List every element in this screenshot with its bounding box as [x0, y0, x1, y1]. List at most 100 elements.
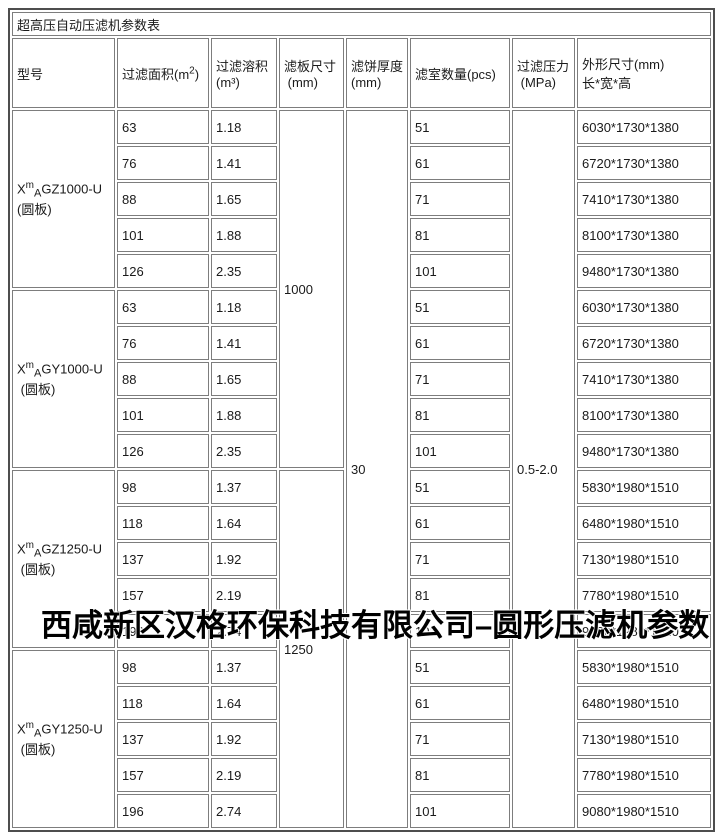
- cell-area: 196: [117, 614, 209, 648]
- table-row: 88 1.65 71 7410*1730*1380: [12, 182, 711, 216]
- model-note: (圆板): [17, 742, 56, 758]
- col-header-dimensions: 外形尺寸(mm) 长*宽*高: [577, 38, 711, 108]
- cell-dimensions: 8100*1730*1380: [577, 218, 711, 252]
- cell-chambers: 101: [410, 794, 510, 828]
- table-row: 137 1.92 71 7130*1980*1510: [12, 542, 711, 576]
- table-row: 126 2.35 101 9480*1730*1380: [12, 254, 711, 288]
- cell-area: 157: [117, 578, 209, 612]
- model-note: (圆板): [17, 202, 52, 218]
- cell-dimensions: 6480*1980*1510: [577, 506, 711, 540]
- cell-area: 88: [117, 182, 209, 216]
- cell-area: 98: [117, 470, 209, 504]
- table-row: 126 2.35 101 9480*1730*1380: [12, 434, 711, 468]
- cell-area: 118: [117, 686, 209, 720]
- model-name: XmAGZ1250-U: [17, 539, 103, 560]
- table-row: 196 2.74 101 9080*1980*1510: [12, 614, 711, 648]
- cell-volume: 1.88: [211, 398, 277, 432]
- cell-dimensions: 9480*1730*1380: [577, 434, 711, 468]
- spec-table: 超高压自动压滤机参数表 型号 过滤面积(m2) 过滤溶积 (m³) 滤板尺寸 (m…: [8, 8, 715, 832]
- table-row: XmAGY1000-U (圆板) 63 1.18 51 6030*1730*13…: [12, 290, 711, 468]
- cell-dimensions: 6480*1980*1510: [577, 686, 711, 720]
- cell-chambers: 71: [410, 722, 510, 756]
- model-cell: XmAGY1000-U (圆板): [12, 290, 115, 468]
- col-header-pressure: 过滤压力 (MPa): [512, 38, 575, 108]
- cell-area: 118: [117, 506, 209, 540]
- cell-volume: 1.92: [211, 722, 277, 756]
- cell-area: 126: [117, 254, 209, 288]
- cell-volume: 2.35: [211, 434, 277, 468]
- model-name: XmAGZ1000-U: [17, 179, 103, 200]
- cell-dimensions: 6030*1730*1380: [577, 290, 711, 324]
- cell-volume: 1.37: [211, 470, 277, 504]
- cell-volume: 1.92: [211, 542, 277, 576]
- cell-dimensions: 9480*1730*1380: [577, 254, 711, 288]
- cell-volume: 1.18: [211, 290, 277, 324]
- table-row: 157 2.19 81 7780*1980*1510: [12, 578, 711, 612]
- cell-chambers: 101: [410, 254, 510, 288]
- cell-dimensions: 7130*1980*1510: [577, 722, 711, 756]
- cell-chambers: 51: [410, 650, 510, 684]
- cell-volume: 2.74: [211, 614, 277, 648]
- cell-volume: 2.35: [211, 254, 277, 288]
- table-row: XmAGZ1000-U (圆板) 63 1.18 1000 30 51 0.5-…: [12, 110, 711, 828]
- cell-dimensions: 6030*1730*1380: [577, 110, 711, 144]
- cell-area: 63: [117, 290, 209, 324]
- model-cell: XmAGY1250-U (圆板): [12, 650, 115, 828]
- col-header-model: 型号: [12, 38, 115, 108]
- cell-chambers: 61: [410, 146, 510, 180]
- table-title: 超高压自动压滤机参数表: [12, 12, 711, 36]
- cell-chambers: 81: [410, 218, 510, 252]
- table-row: 76 1.41 61 6720*1730*1380: [12, 146, 711, 180]
- cell-chambers: 51: [410, 290, 510, 324]
- cell-area: 126: [117, 434, 209, 468]
- cell-volume: 2.74: [211, 794, 277, 828]
- cell-area: 76: [117, 326, 209, 360]
- cell-dimensions: 9080*1980*1510: [577, 614, 711, 648]
- cell-volume: 1.88: [211, 218, 277, 252]
- cell-cake-thickness: 30: [346, 110, 408, 828]
- table-row: 118 1.64 61 6480*1980*1510: [12, 506, 711, 540]
- cell-dimensions: 7130*1980*1510: [577, 542, 711, 576]
- cell-area: 196: [117, 794, 209, 828]
- table-row: 101 1.88 81 8100*1730*1380: [12, 398, 711, 432]
- cell-volume: 1.64: [211, 506, 277, 540]
- cell-area: 137: [117, 722, 209, 756]
- cell-chambers: 61: [410, 686, 510, 720]
- cell-area: 101: [117, 398, 209, 432]
- cell-dimensions: 8100*1730*1380: [577, 398, 711, 432]
- cell-pressure: 0.5-2.0: [512, 110, 575, 828]
- cell-dimensions: 9080*1980*1510: [577, 794, 711, 828]
- table-title-row: 超高压自动压滤机参数表: [12, 12, 711, 36]
- cell-chambers: 71: [410, 182, 510, 216]
- cell-chambers: 51: [410, 470, 510, 504]
- model-cell: XmAGZ1000-U (圆板): [12, 110, 115, 288]
- cell-volume: 1.18: [211, 110, 277, 144]
- cell-volume: 1.37: [211, 650, 277, 684]
- cell-volume: 1.64: [211, 686, 277, 720]
- cell-area: 76: [117, 146, 209, 180]
- cell-chambers: 61: [410, 506, 510, 540]
- cell-area: 157: [117, 758, 209, 792]
- cell-chambers: 101: [410, 434, 510, 468]
- cell-dimensions: 7410*1730*1380: [577, 362, 711, 396]
- cell-chambers: 71: [410, 362, 510, 396]
- table-row: XmAGZ1250-U (圆板) 98 1.37 1250 51 5830*19…: [12, 470, 711, 828]
- table-row: 118 1.64 61 6480*1980*1510: [12, 686, 711, 720]
- cell-dimensions: 5830*1980*1510: [577, 650, 711, 684]
- cell-volume: 1.65: [211, 362, 277, 396]
- col-header-filter-volume: 过滤溶积 (m³): [211, 38, 277, 108]
- cell-chambers: 71: [410, 542, 510, 576]
- cell-dimensions: 7410*1730*1380: [577, 182, 711, 216]
- cell-plate-size-1250: 1250: [279, 470, 344, 828]
- cell-chambers: 81: [410, 578, 510, 612]
- cell-chambers: 81: [410, 398, 510, 432]
- cell-dimensions: 7780*1980*1510: [577, 758, 711, 792]
- table-row: XmAGY1250-U (圆板) 98 1.37 51 5830*1980*15…: [12, 650, 711, 828]
- cell-chambers: 101: [410, 614, 510, 648]
- cell-volume: 1.41: [211, 326, 277, 360]
- table-row: 196 2.74 101 9080*1980*1510: [12, 794, 711, 828]
- table-row: 137 1.92 71 7130*1980*1510: [12, 722, 711, 756]
- cell-chambers: 81: [410, 758, 510, 792]
- table-row: 76 1.41 61 6720*1730*1380: [12, 326, 711, 360]
- table-row: 101 1.88 81 8100*1730*1380: [12, 218, 711, 252]
